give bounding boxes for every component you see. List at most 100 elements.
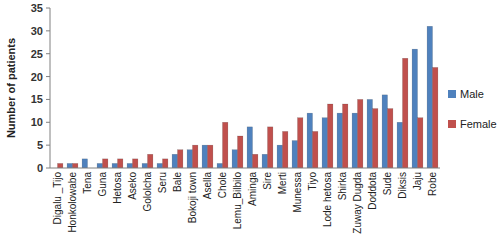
x-tick-label: Jaju xyxy=(412,172,423,190)
bar xyxy=(373,109,378,168)
bar xyxy=(388,109,393,168)
bar xyxy=(412,49,417,168)
x-tick-label: Shirka xyxy=(337,172,348,201)
legend: Male Female xyxy=(448,88,497,130)
bar xyxy=(262,154,267,168)
bar xyxy=(97,163,102,168)
y-tick xyxy=(46,53,50,54)
x-tick-label: Tena xyxy=(82,172,93,194)
bar xyxy=(178,150,183,168)
bar xyxy=(277,145,282,168)
bar xyxy=(283,131,288,168)
x-tick-label: Diksis xyxy=(397,172,408,199)
legend-label: Male xyxy=(460,88,484,100)
bar xyxy=(163,159,168,168)
y-tick xyxy=(46,8,50,9)
x-tick-label: Bale xyxy=(172,172,183,192)
x-tick-label: Lode hetosa xyxy=(322,172,333,227)
bar xyxy=(292,141,297,168)
bar xyxy=(337,113,342,168)
x-tick-label: Zuway Dugda xyxy=(352,172,363,234)
x-tick-label: Chole xyxy=(217,172,228,199)
x-tick-label: Honkolowabe xyxy=(67,172,78,233)
y-tick-label: 30 xyxy=(31,25,43,37)
x-tick-label: Bokoji town xyxy=(187,172,198,223)
y-tick xyxy=(46,145,50,146)
bar xyxy=(268,127,273,168)
y-axis-label: Number of patients xyxy=(5,38,17,138)
chart: 0 5 10 15 20 25 30 35 Digalu _Tijo Honkolowabe Ten… xyxy=(0,0,500,251)
bar xyxy=(118,159,123,168)
bar xyxy=(73,163,78,168)
bars xyxy=(58,26,438,168)
bar xyxy=(58,163,63,168)
x-tick-label: Asella xyxy=(202,172,213,200)
bar xyxy=(403,58,408,168)
y-tick xyxy=(46,76,50,77)
y-tick xyxy=(46,168,50,169)
x-tick-label: Sude xyxy=(382,172,393,196)
x-tick-label: Seru xyxy=(157,172,168,193)
x-tick-label: Aseko xyxy=(127,172,138,200)
bar xyxy=(157,163,162,168)
bar xyxy=(418,118,423,168)
bar xyxy=(223,122,228,168)
bar xyxy=(232,150,237,168)
y-tick-label: 0 xyxy=(37,162,43,174)
x-tick-label: Munessa xyxy=(292,172,303,213)
x-tick-label: Aminga xyxy=(247,172,258,206)
bar xyxy=(202,145,207,168)
bar xyxy=(298,118,303,168)
x-tick-label: Merti xyxy=(277,172,288,194)
bar xyxy=(82,159,87,168)
bar xyxy=(208,145,213,168)
y-tick xyxy=(46,99,50,100)
bar xyxy=(217,163,222,168)
x-tick-label: Hetosa xyxy=(112,172,123,204)
y-axis xyxy=(50,8,51,168)
y-tick-label: 5 xyxy=(37,139,43,151)
bar xyxy=(247,127,252,168)
bar xyxy=(127,163,132,168)
bar xyxy=(103,159,108,168)
bar xyxy=(187,150,192,168)
x-tick-label: Sire xyxy=(262,172,273,190)
x-tick-label: Guna xyxy=(97,172,108,197)
bar xyxy=(328,104,333,168)
y-tick-label: 20 xyxy=(31,71,43,83)
y-tick-label: 10 xyxy=(31,116,43,128)
bar xyxy=(427,26,432,168)
legend-swatch xyxy=(448,120,456,128)
x-tick-label: Digalu _Tijo xyxy=(52,172,63,225)
bar xyxy=(133,159,138,168)
bar xyxy=(238,136,243,168)
x-tick-label: Robe xyxy=(427,172,438,196)
bar xyxy=(382,95,387,168)
bar xyxy=(193,145,198,168)
x-tick-label: Gololcha xyxy=(142,172,153,212)
y-tick-label: 35 xyxy=(31,2,43,14)
bar xyxy=(67,163,72,168)
bar xyxy=(358,99,363,168)
bar xyxy=(352,113,357,168)
x-axis xyxy=(50,168,440,169)
bar xyxy=(313,131,318,168)
x-tick-label: Doddota xyxy=(367,172,378,210)
bar xyxy=(343,104,348,168)
bar xyxy=(253,154,258,168)
bar xyxy=(367,99,372,168)
x-tick-label: Tiyo xyxy=(307,172,318,191)
bar xyxy=(433,67,438,168)
bar xyxy=(307,113,312,168)
x-tick-label: Lemu_Bilbilo xyxy=(232,172,243,230)
bar xyxy=(322,118,327,168)
y-tick-label: 25 xyxy=(31,48,43,60)
y-tick-label: 15 xyxy=(31,93,43,105)
bar xyxy=(142,163,147,168)
y-tick xyxy=(46,122,50,123)
bar xyxy=(172,154,177,168)
legend-label: Female xyxy=(460,118,497,130)
legend-swatch xyxy=(448,90,456,98)
bar xyxy=(148,154,153,168)
y-tick xyxy=(46,30,50,31)
